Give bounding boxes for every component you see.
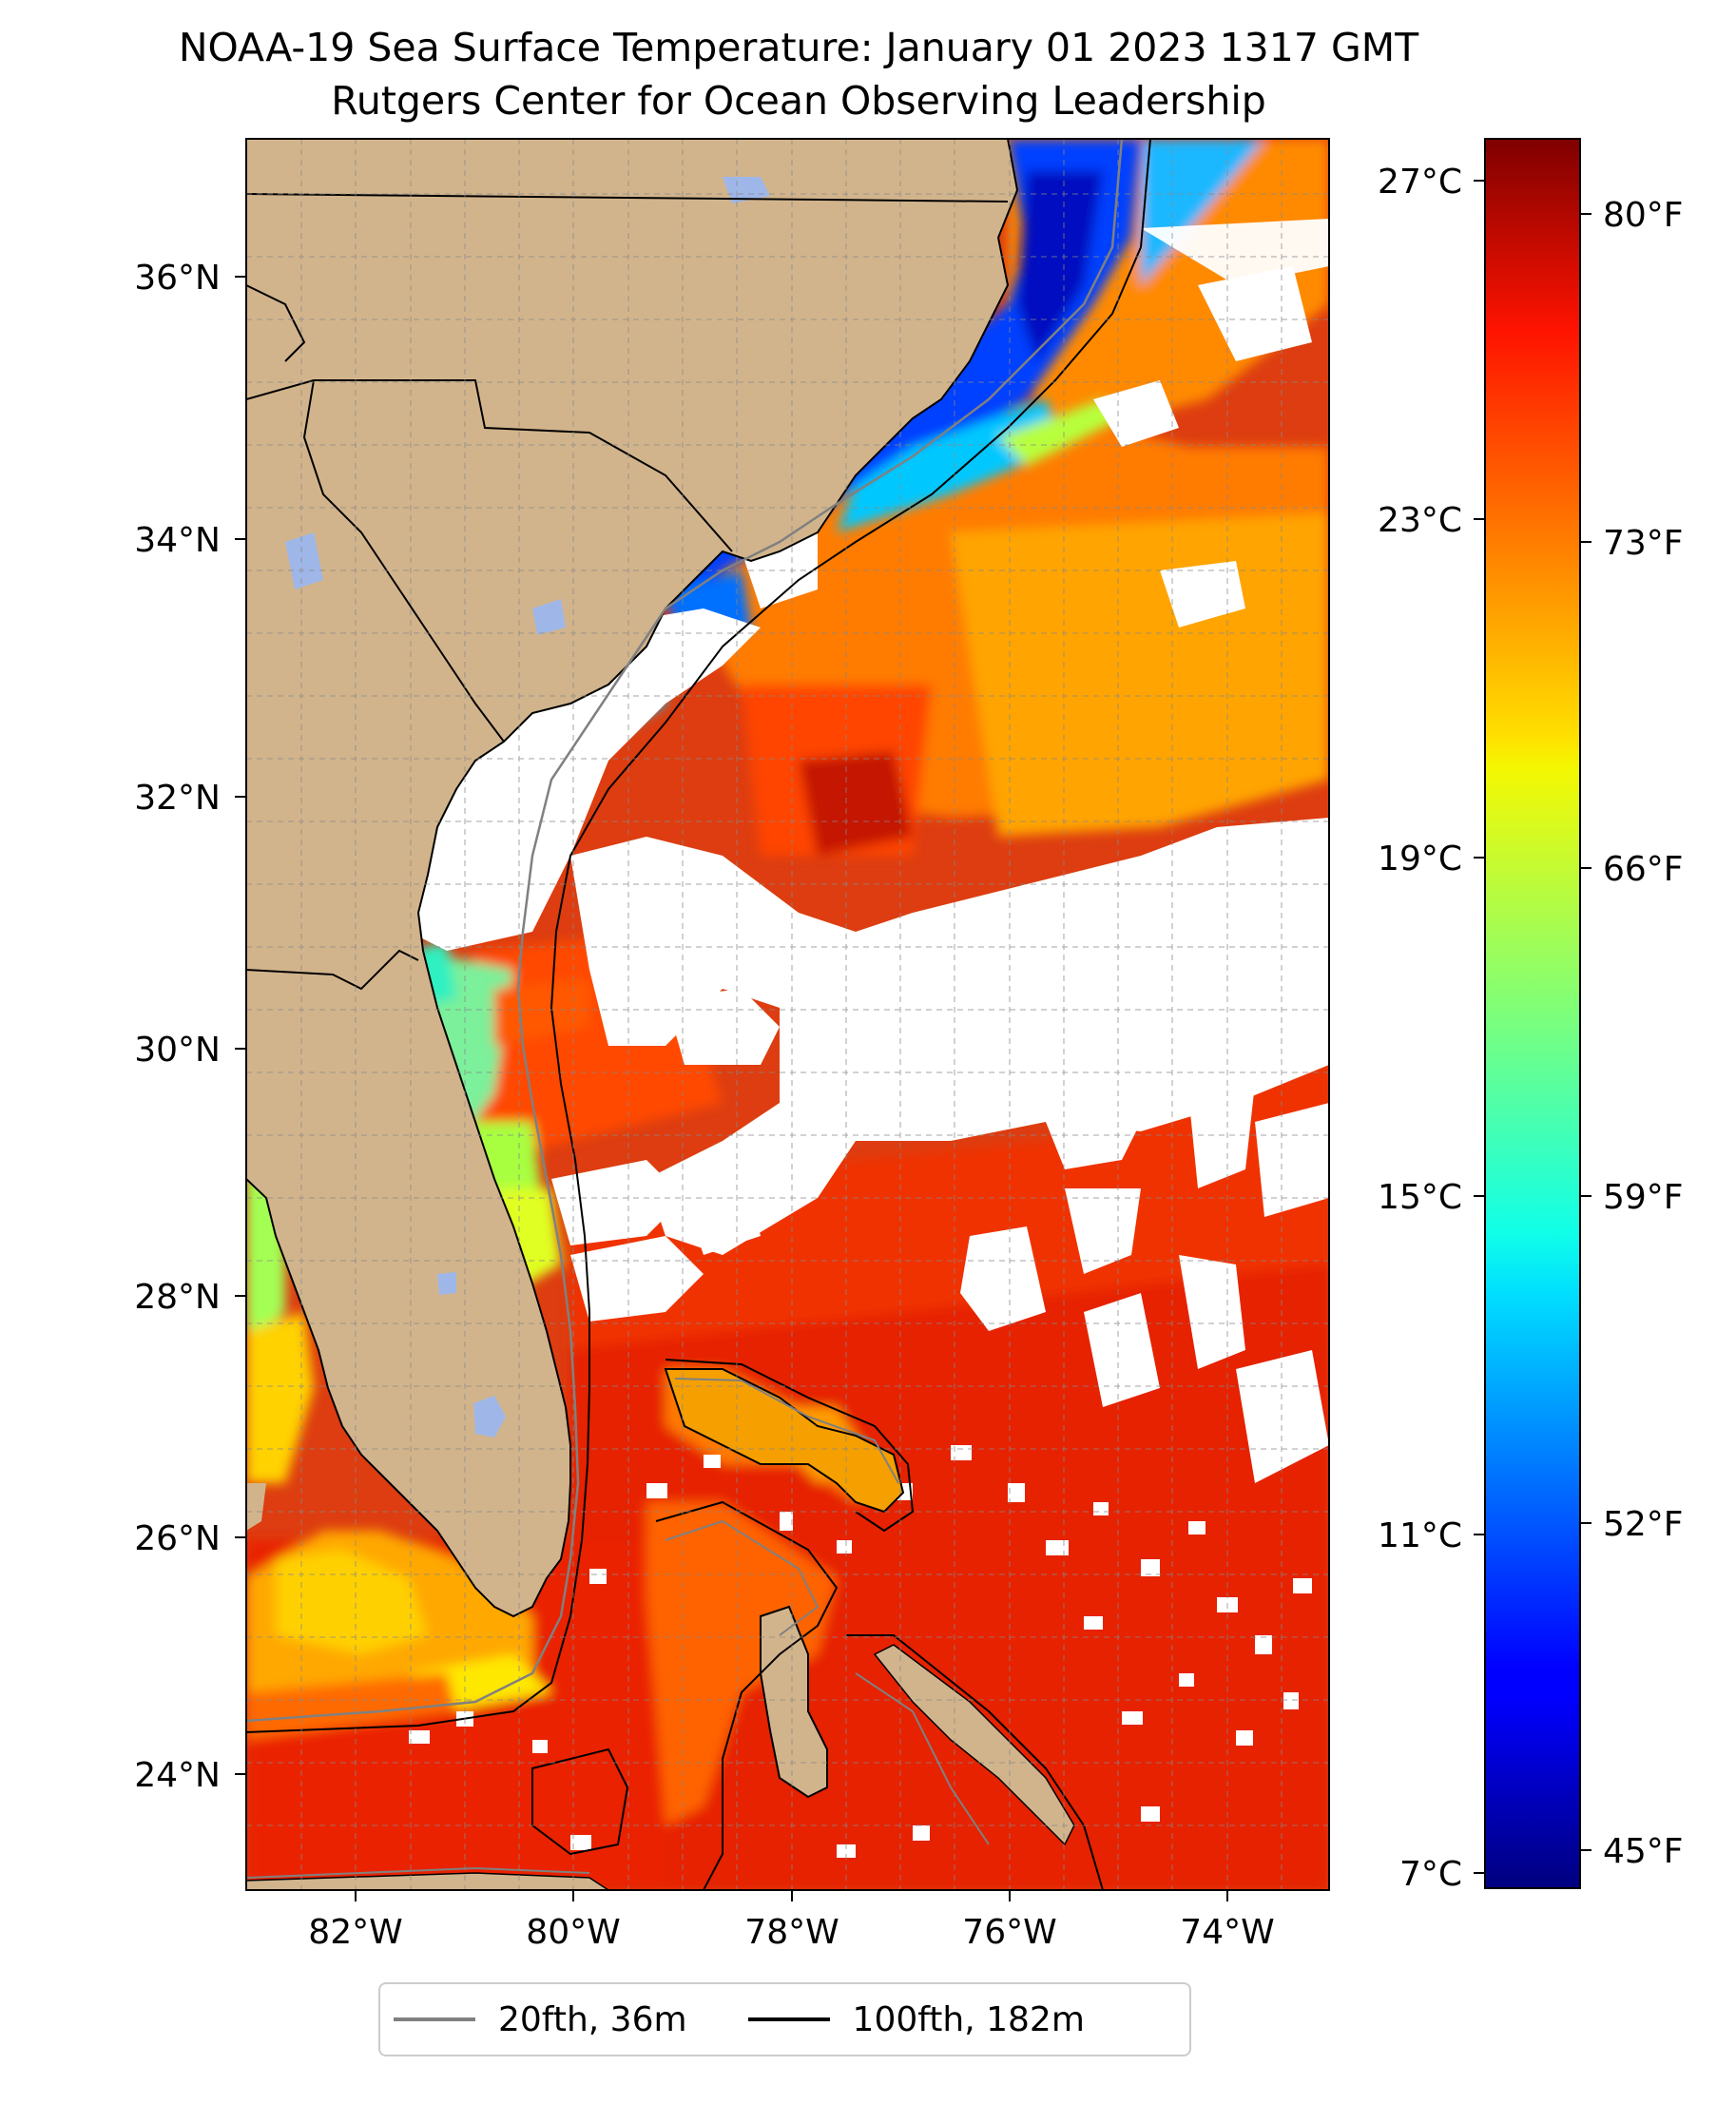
inland-lake (532, 599, 566, 635)
legend-label: 100fth, 182m (852, 1999, 1085, 2039)
map-title: NOAA-19 Sea Surface Temperature: January… (178, 25, 1419, 70)
colorbar-fahrenheit-labels: 80°F 73°F 66°F 59°F 52°F 45°F (1603, 196, 1684, 1871)
fahrenheit-label: 80°F (1603, 196, 1684, 235)
colorbar: 27°C 23°C 19°C 15°C 11°C 7°C 80°F 73°F 6… (1378, 138, 1684, 1894)
lat-label: 26°N (134, 1519, 221, 1558)
gridlines (246, 139, 1329, 1890)
legend-swatch-black-line (747, 2017, 830, 2021)
legend-entry-100fth: 100fth, 182m (747, 1999, 1085, 2039)
lat-label: 36°N (134, 259, 221, 298)
inland-lake (437, 1272, 456, 1295)
celsius-label: 15°C (1378, 1178, 1462, 1217)
legend-swatch-gray-line (394, 2017, 475, 2021)
lon-label: 80°W (526, 1913, 620, 1952)
isobaths (246, 139, 1151, 1890)
colorbar-celsius-labels: 27°C 23°C 19°C 15°C 11°C 7°C (1378, 163, 1462, 1894)
lat-ticks (235, 276, 246, 1775)
sst-map (246, 139, 1329, 1890)
lat-labels: 36°N 34°N 32°N 30°N 28°N 26°N 24°N (134, 259, 221, 1795)
isobath-100fth (246, 139, 1151, 1733)
isobath-legend: 20fth, 36m 100fth, 182m (378, 1982, 1191, 2056)
legend-entry-20fth: 20fth, 36m (394, 2000, 687, 2039)
isobath-20fth (246, 139, 1124, 1723)
celsius-label: 19°C (1378, 840, 1462, 878)
lake-okeechobee (473, 1396, 506, 1438)
inland-lake (285, 532, 323, 589)
colorbar-gradient (1484, 138, 1581, 1889)
lon-ticks (355, 1890, 1228, 1901)
lon-label: 76°W (962, 1913, 1056, 1952)
celsius-label: 23°C (1378, 501, 1462, 540)
fahrenheit-label: 73°F (1603, 524, 1684, 563)
celsius-label: 27°C (1378, 163, 1462, 202)
cuba-coast (246, 1872, 610, 1890)
legend-label: 20fth, 36m (498, 1999, 687, 2039)
map-subtitle: Rutgers Center for Ocean Observing Leade… (331, 78, 1266, 124)
lon-labels: 82°W 80°W 78°W 76°W 74°W (308, 1913, 1274, 1952)
lat-label: 34°N (134, 521, 221, 560)
celsius-label: 11°C (1378, 1516, 1462, 1555)
fahrenheit-label: 66°F (1603, 850, 1684, 889)
lat-label: 24°N (134, 1756, 221, 1795)
colorbar-celsius-ticks (1474, 180, 1485, 1874)
inland-lake (723, 177, 770, 203)
fahrenheit-label: 59°F (1603, 1178, 1684, 1217)
celsius-label: 7°C (1399, 1855, 1462, 1894)
fahrenheit-label: 45°F (1603, 1832, 1684, 1871)
lat-label: 30°N (134, 1031, 221, 1070)
state-borders (246, 193, 1009, 991)
map-frame (245, 138, 1330, 1891)
colorbar-fahrenheit-ticks (1580, 213, 1591, 1851)
lat-label: 32°N (134, 779, 221, 818)
northwest-islands (246, 1483, 266, 1531)
fahrenheit-label: 52°F (1603, 1505, 1684, 1544)
lon-label: 78°W (744, 1913, 839, 1952)
lon-label: 74°W (1180, 1913, 1274, 1952)
lon-label: 82°W (308, 1913, 402, 1952)
lat-label: 28°N (134, 1278, 221, 1317)
